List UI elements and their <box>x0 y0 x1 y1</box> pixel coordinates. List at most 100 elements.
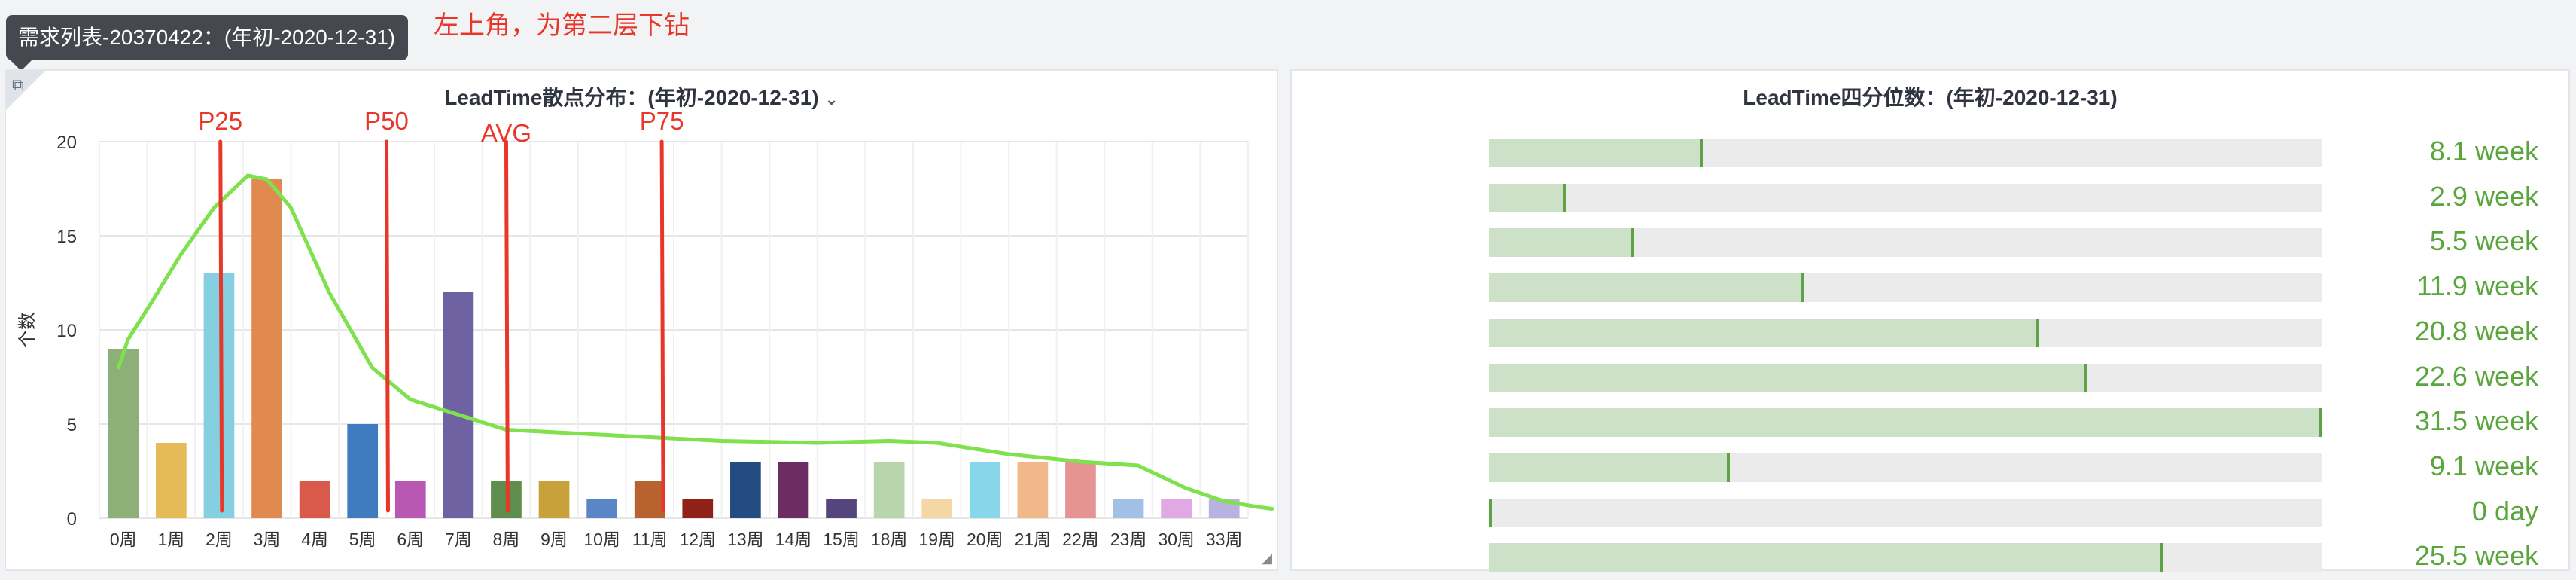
metric-value: 31.5 week <box>2414 405 2538 437</box>
chevron-down-icon[interactable]: ⌄ <box>824 90 839 108</box>
metric-value: 2.9 week <box>2429 180 2538 212</box>
marker-line-p25 <box>218 139 224 513</box>
tooltip-arrow <box>11 60 32 71</box>
x-tick-label: 19周 <box>918 530 955 549</box>
bar-20周 <box>969 462 1000 518</box>
x-tick-label: 11周 <box>632 530 668 549</box>
metric-track <box>1489 273 2322 303</box>
metric-fill-bar <box>1489 543 2163 572</box>
metric-fill-bar <box>1489 228 1635 258</box>
tooltip-text: 需求列表-20370422：(年初-2020-12-31) <box>18 26 396 49</box>
metric-row: 下边缘：Q3+1.5*IQR25.5 week <box>1292 540 2571 573</box>
x-tick-label: 12周 <box>679 530 716 549</box>
bar-5周 <box>347 424 379 518</box>
metric-fill-bar <box>1489 498 1492 527</box>
x-tick-label: 13周 <box>727 530 764 549</box>
bar-13周 <box>730 462 761 518</box>
y-tick-label: 0 <box>67 509 77 530</box>
bar-10周 <box>586 499 617 518</box>
x-tick-label: 15周 <box>823 530 860 549</box>
tooltip: 需求列表-20370422：(年初-2020-12-31) <box>6 15 408 60</box>
metric-value: 20.8 week <box>2414 315 2538 346</box>
marker-label-avg: AVG <box>481 119 531 147</box>
metric-fill-bar <box>1489 273 1804 303</box>
panel-title-text: LeadTime散点分布：(年初-2020-12-31) <box>444 86 819 109</box>
metric-row: p90_leadtime20.8 week <box>1292 316 2571 349</box>
y-tick-label: 10 <box>56 321 77 341</box>
bar-7周 <box>443 292 474 518</box>
bar-22周 <box>1065 462 1096 518</box>
metric-row: p95_leadtime22.6 week <box>1292 361 2571 394</box>
metric-track <box>1489 228 2322 258</box>
bar-1周 <box>156 443 187 518</box>
annotation-note: 左上角，为第二层下钻 <box>434 11 690 40</box>
metric-track <box>1489 543 2322 572</box>
panel-title-text: LeadTime四分位数：(年初-2020-12-31) <box>1743 86 2118 109</box>
x-tick-label: 10周 <box>583 530 620 549</box>
x-tick-label: 33周 <box>1206 530 1243 549</box>
metric-value: 22.6 week <box>2414 360 2538 392</box>
x-tick-label: 0周 <box>110 530 137 549</box>
metric-value: 0 day <box>2471 495 2538 527</box>
metric-track <box>1489 363 2322 392</box>
x-tick-label: 6周 <box>397 530 424 549</box>
bar-23周 <box>1113 499 1144 518</box>
metric-track <box>1489 498 2322 527</box>
x-tick-label: 23周 <box>1110 530 1147 549</box>
metric-row: p25_leadtime2.9 week <box>1292 181 2571 214</box>
marker-line-p75 <box>659 139 665 513</box>
metric-track <box>1489 318 2322 347</box>
metric-row: 上边缘：Q1-1.5*IQR0 day <box>1292 496 2571 529</box>
bar-14周 <box>778 462 809 518</box>
x-tick-label: 7周 <box>445 530 472 549</box>
metric-fill-bar <box>1489 363 2087 392</box>
x-tick-label: 3周 <box>254 530 281 549</box>
marker-line-avg <box>504 139 510 513</box>
y-axis-label: 个数 <box>17 312 38 348</box>
bar-21周 <box>1017 462 1049 518</box>
bar-12周 <box>682 499 714 518</box>
y-tick-label: 5 <box>67 415 77 435</box>
metric-row: 四分位距：IQR9.1 week <box>1292 450 2571 484</box>
x-tick-label: 20周 <box>967 530 1003 549</box>
x-tick-label: 9周 <box>540 530 568 549</box>
x-tick-label: 18周 <box>871 530 908 549</box>
bar-6周 <box>394 481 426 518</box>
bar-18周 <box>873 462 905 518</box>
panel-title[interactable]: LeadTime散点分布：(年初-2020-12-31) ⌄ <box>6 81 1277 111</box>
x-tick-label: 2周 <box>206 530 233 549</box>
metric-row: p99_leadtime31.5 week <box>1292 405 2571 438</box>
marker-label-p25: P25 <box>198 107 242 135</box>
metric-row: avg_leadtime8.1 week <box>1292 136 2571 169</box>
y-tick-label: 20 <box>56 133 77 153</box>
external-link-icon[interactable]: ⧉ <box>12 75 24 94</box>
x-tick-label: 4周 <box>301 530 328 549</box>
metric-fill-bar <box>1489 318 2039 347</box>
metric-track <box>1489 139 2322 167</box>
bar-9周 <box>538 481 570 518</box>
resize-handle-icon[interactable]: ◢ <box>1262 551 1272 566</box>
metric-row: p75_leadtime11.9 week <box>1292 270 2571 304</box>
metric-fill-bar <box>1489 183 1566 212</box>
metric-fill-bar <box>1489 139 1704 167</box>
metric-fill-bar <box>1489 408 2322 438</box>
metric-track <box>1489 453 2322 482</box>
marker-label-p50: P50 <box>364 107 409 135</box>
x-tick-label: 8周 <box>493 530 520 549</box>
x-tick-label: 14周 <box>775 530 812 549</box>
scatter-distribution-panel: ⧉ LeadTime散点分布：(年初-2020-12-31) ⌄ 0 5 10 15 2… <box>5 69 1278 571</box>
bar-30周 <box>1161 499 1192 518</box>
x-tick-label: 30周 <box>1158 530 1195 549</box>
metric-row: p50_leadtime5.5 week <box>1292 225 2571 258</box>
bar-2周 <box>203 273 235 518</box>
y-tick-label: 15 <box>56 227 77 247</box>
quartile-panel: LeadTime四分位数：(年初-2020-12-31) avg_leadtim… <box>1290 69 2571 573</box>
bar-15周 <box>826 499 857 518</box>
metric-value: 8.1 week <box>2429 136 2538 166</box>
x-tick-label: 1周 <box>157 530 184 549</box>
metric-value: 9.1 week <box>2429 450 2538 481</box>
metric-value: 5.5 week <box>2429 225 2538 257</box>
bar-4周 <box>299 481 330 518</box>
metric-value: 11.9 week <box>2416 270 2538 302</box>
x-tick-label: 5周 <box>349 530 376 549</box>
